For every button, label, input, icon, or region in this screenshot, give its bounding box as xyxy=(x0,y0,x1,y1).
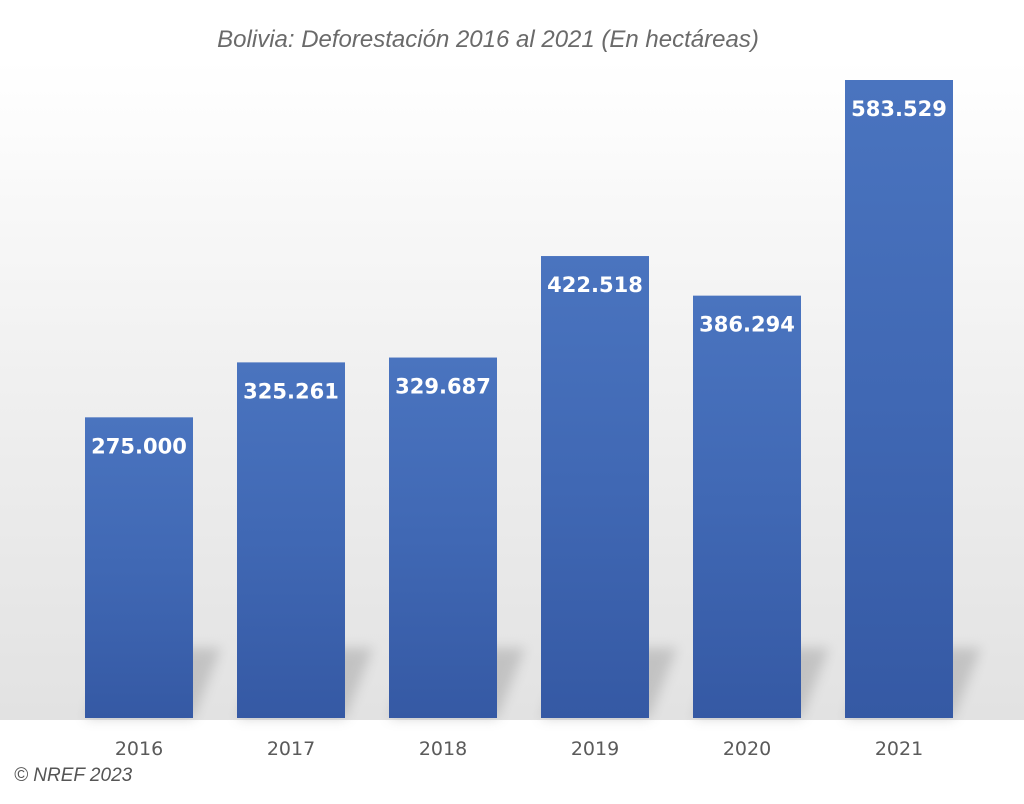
x-tick-label: 2016 xyxy=(115,738,163,760)
bar-value-label: 422.518 xyxy=(547,273,643,297)
bar-value-label: 583.529 xyxy=(851,97,947,121)
x-tick-label: 2021 xyxy=(875,738,923,760)
x-tick-label: 2018 xyxy=(419,738,467,760)
bar-2021 xyxy=(845,80,953,718)
x-tick-label: 2017 xyxy=(267,738,315,760)
chart-title: Bolivia: Deforestación 2016 al 2021 (En … xyxy=(217,26,759,53)
bar-value-label: 329.687 xyxy=(395,375,491,399)
bar-2019 xyxy=(541,256,649,718)
bar-value-label: 325.261 xyxy=(243,379,339,403)
bar-value-label: 275.000 xyxy=(91,434,187,458)
bar-2016 xyxy=(85,417,193,718)
bar-2020 xyxy=(693,295,801,718)
bar-value-label: 386.294 xyxy=(699,313,795,337)
bar-2018 xyxy=(389,357,497,718)
bar-2017 xyxy=(237,362,345,718)
copyright-notice: © NREF 2023 xyxy=(14,765,133,786)
x-tick-label: 2020 xyxy=(723,738,771,760)
x-tick-label: 2019 xyxy=(571,738,619,760)
